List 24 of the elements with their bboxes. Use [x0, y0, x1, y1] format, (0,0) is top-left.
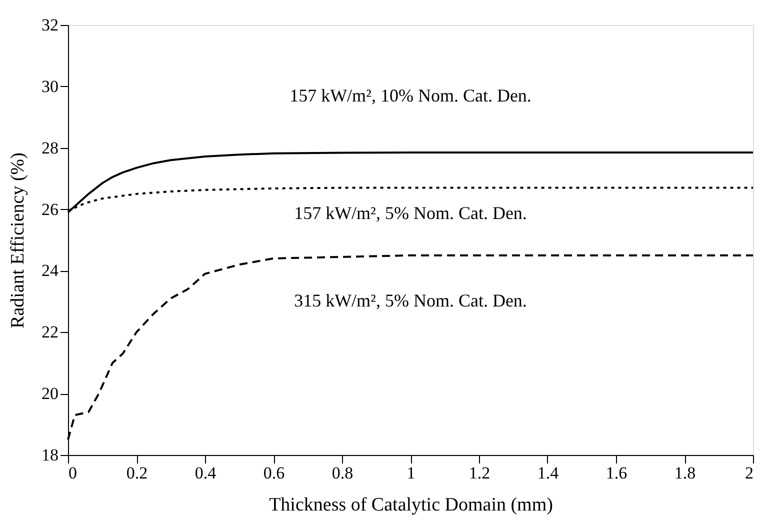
x-tick-label: 1.6 [606, 464, 628, 482]
y-tick-label: 28 [42, 138, 58, 158]
x-tick-label: 0 [68, 464, 77, 482]
y-tick-label: 24 [42, 261, 59, 280]
y-tick-label: 32 [42, 16, 58, 34]
annotation: 157 kW/m², 5% Nom. Cat. Den. [294, 202, 527, 223]
x-tick-label: 1.8 [674, 464, 696, 482]
x-tick-label: 0.4 [194, 464, 217, 482]
x-axis-title: Thickness of Catalytic Domain (mm) [269, 494, 553, 516]
y-axis-title: Radiant Efficiency (%) [8, 152, 28, 328]
x-tick-label: 0.2 [126, 464, 148, 482]
y-tick-label: 20 [42, 384, 58, 404]
x-tick-label: 1 [406, 464, 416, 482]
y-tick-label: 22 [42, 322, 58, 342]
annotation: 315 kW/m², 5% Nom. Cat. Den. [294, 290, 527, 310]
x-tick-label: 0.6 [263, 464, 285, 482]
y-tick-label: 26 [42, 200, 58, 219]
x-tick-label: 1.2 [468, 464, 490, 482]
annotation: 157 kW/m², 10% Nom. Cat. Den. [290, 85, 532, 106]
y-tick-label: 18 [42, 446, 58, 464]
y-tick-label: 30 [42, 76, 58, 96]
x-tick-label: 2 [745, 464, 754, 482]
x-tick-label: 0.8 [332, 464, 354, 482]
x-tick-label: 1.4 [537, 464, 560, 482]
